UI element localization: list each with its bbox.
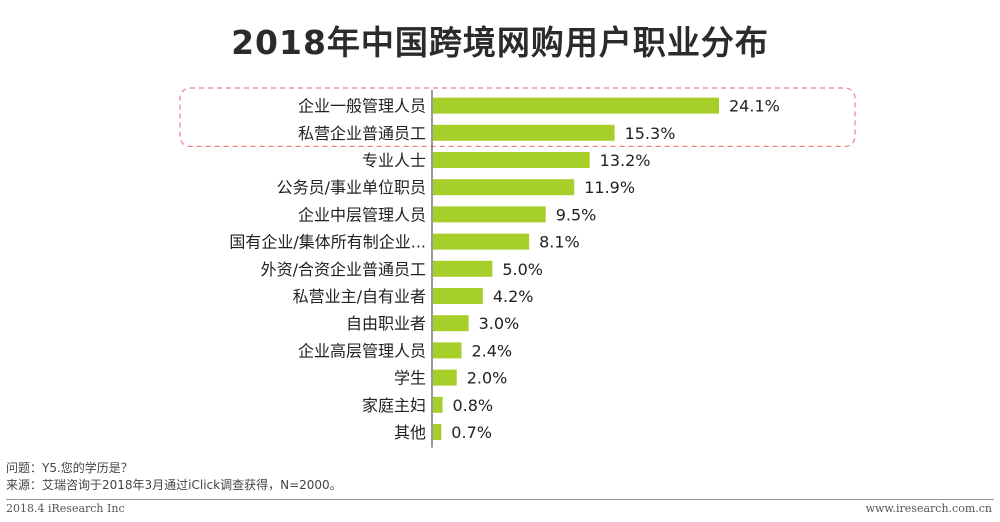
highlight-box bbox=[179, 87, 856, 148]
value-label: 2.0% bbox=[467, 369, 508, 388]
category-label: 国有企业/集体所有制企业... bbox=[229, 233, 426, 252]
category-label: 企业高层管理人员 bbox=[298, 341, 426, 360]
value-label: 4.2% bbox=[493, 287, 534, 306]
bar bbox=[433, 369, 457, 386]
value-label: 24.1% bbox=[729, 97, 780, 116]
footer-copyright: 2018.4 iResearch Inc bbox=[6, 502, 125, 515]
value-label: 8.1% bbox=[539, 233, 580, 252]
category-label: 公务员/事业单位职员 bbox=[277, 178, 426, 197]
bar bbox=[433, 424, 442, 440]
category-label: 学生 bbox=[394, 369, 426, 388]
bar-chart: 企业一般管理人员 24.1% 私营企业普通员工 15.3% 专业人士 13.2% 公务员/事… bbox=[179, 87, 856, 448]
category-label: 自由职业者 bbox=[346, 314, 426, 333]
bar bbox=[433, 179, 575, 196]
category-label: 企业一般管理人员 bbox=[298, 97, 426, 116]
bar bbox=[433, 288, 483, 304]
category-label: 外资/合资企业普通员工 bbox=[261, 260, 426, 279]
category-label: 其他 bbox=[394, 423, 426, 442]
bar bbox=[433, 152, 590, 168]
bar bbox=[433, 233, 530, 250]
chart-title: 2018年中国跨境网购用户职业分布 bbox=[231, 23, 769, 62]
value-label: 2.4% bbox=[471, 341, 512, 360]
footer-website: www.iresearch.com.cn bbox=[865, 502, 992, 515]
value-label: 9.5% bbox=[556, 205, 597, 224]
category-label: 专业人士 bbox=[362, 151, 426, 170]
footer-divider bbox=[6, 499, 994, 500]
bar bbox=[433, 342, 462, 359]
value-label: 0.8% bbox=[452, 396, 493, 415]
bar bbox=[433, 97, 719, 114]
category-label: 私营业主/自有业者 bbox=[293, 287, 426, 306]
bar bbox=[433, 315, 469, 332]
category-label: 家庭主妇 bbox=[362, 396, 426, 415]
value-label: 13.2% bbox=[600, 151, 651, 170]
category-label: 私营企业普通员工 bbox=[298, 124, 426, 143]
value-label: 15.3% bbox=[625, 124, 676, 143]
value-label: 11.9% bbox=[584, 178, 635, 197]
footnotes: 问题：Y5.您的学历是？ 来源：艾瑞咨询于2018年3月通过iClick调查获得… bbox=[6, 460, 342, 494]
bar bbox=[433, 124, 615, 141]
value-label: 3.0% bbox=[479, 314, 520, 333]
bar bbox=[433, 260, 493, 277]
footnote-question: 问题：Y5.您的学历是？ bbox=[6, 461, 133, 475]
bar bbox=[433, 396, 443, 413]
category-label: 企业中层管理人员 bbox=[298, 205, 426, 224]
value-label: 0.7% bbox=[451, 423, 492, 442]
footnote-source: 来源：艾瑞咨询于2018年3月通过iClick调查获得，N=2000。 bbox=[6, 478, 342, 492]
bar bbox=[433, 206, 546, 223]
value-label: 5.0% bbox=[502, 260, 543, 279]
